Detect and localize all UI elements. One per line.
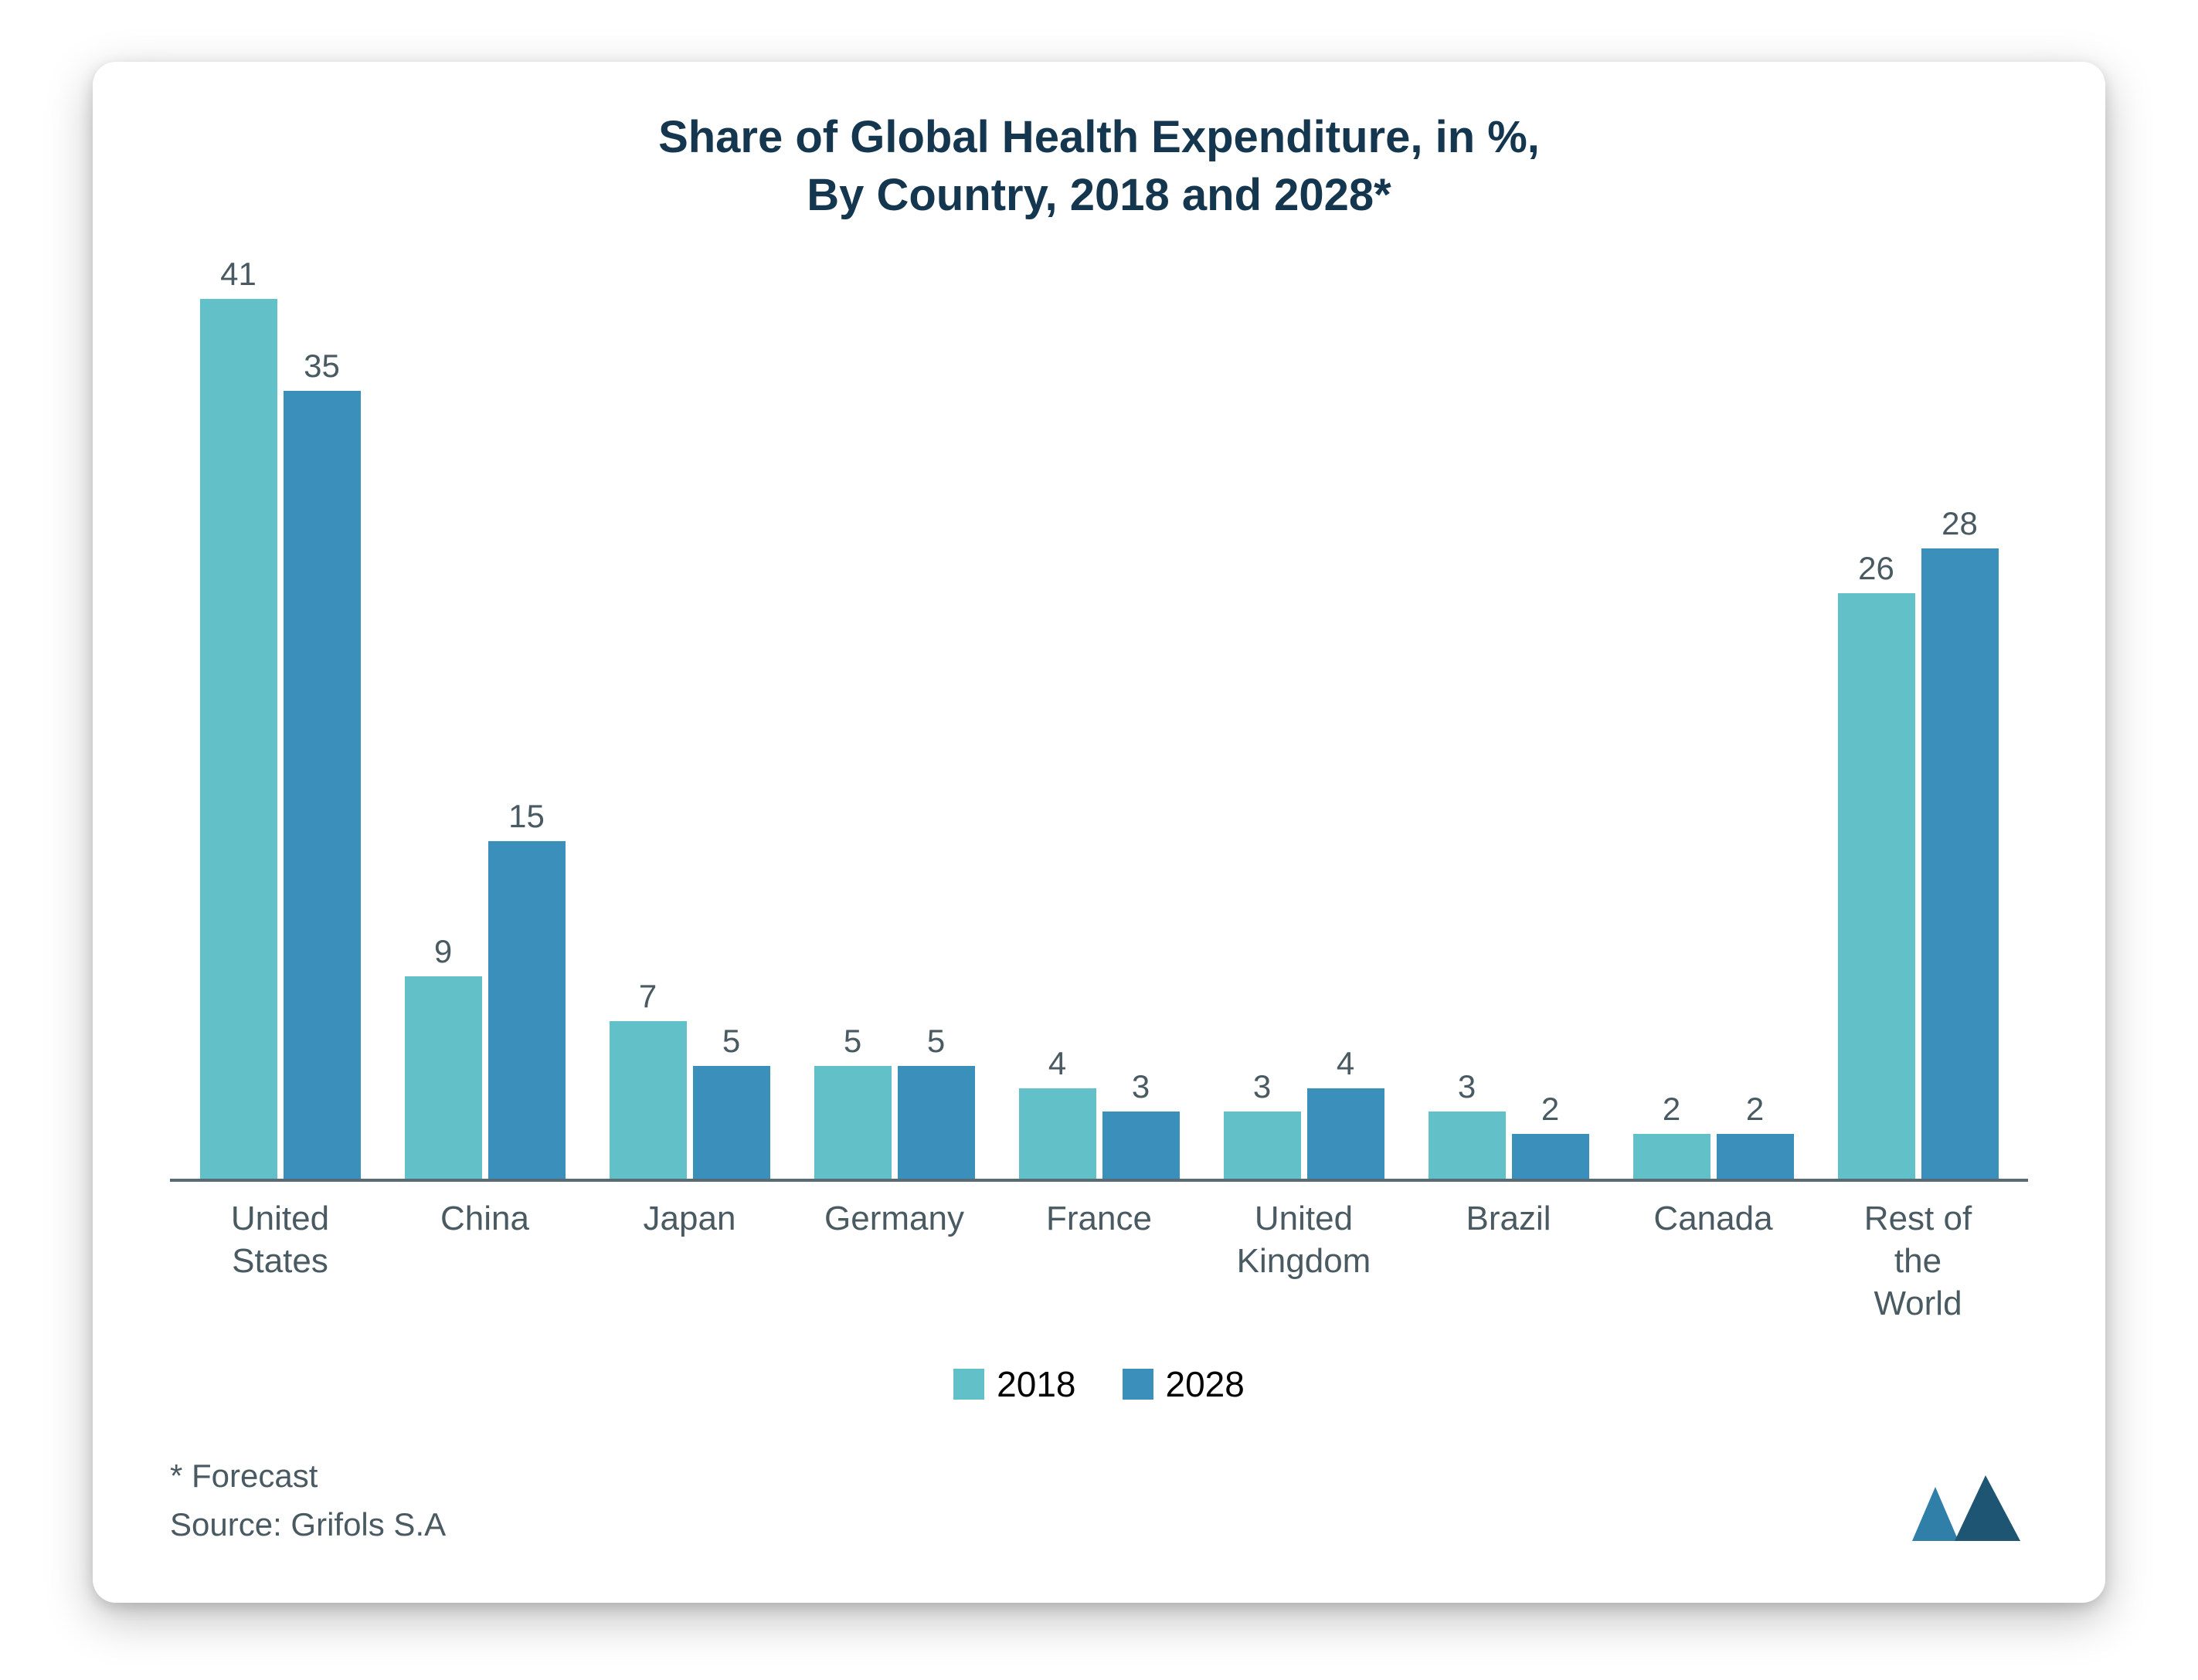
bar-value-label: 7 (639, 978, 657, 1015)
bar (814, 1066, 892, 1179)
bar-value-label: 26 (1858, 550, 1894, 587)
x-axis-label: Canada (1611, 1197, 1816, 1325)
bar (1224, 1112, 1301, 1179)
bar-group: 9 15 (382, 256, 587, 1179)
bar-value-label: 3 (1132, 1068, 1150, 1105)
legend-label-2018: 2018 (997, 1363, 1075, 1405)
bars-area: 41359157555433432222628 (170, 256, 2028, 1182)
bar-value-label: 3 (1253, 1068, 1271, 1105)
bar (1102, 1112, 1180, 1179)
bar-value-label: 4 (1048, 1045, 1066, 1082)
bar-group: 32 (1406, 256, 1611, 1179)
bar-wrap: 4 (1307, 256, 1384, 1179)
bar-group: 26 28 (1816, 256, 2020, 1179)
bar-wrap: 4 (1019, 256, 1096, 1179)
x-axis-label: Rest oftheWorld (1816, 1197, 2020, 1325)
bar-wrap: 2 (1512, 256, 1589, 1179)
legend: 2018 2028 (170, 1363, 2028, 1405)
legend-label-2028: 2028 (1166, 1363, 1245, 1405)
bar-value-label: 35 (304, 348, 340, 385)
bar-wrap: 7 (610, 256, 687, 1179)
chart-title-line1: Share of Global Health Expenditure, in %… (658, 112, 1540, 162)
bar (1019, 1088, 1096, 1179)
x-axis-labels: UnitedStatesChinaJapanGermanyFranceUnite… (170, 1182, 2028, 1325)
bar-wrap: 5 (814, 256, 892, 1179)
bar-group: 22 (1611, 256, 1816, 1179)
bar-value-label: 2 (1663, 1091, 1680, 1128)
bar-group: 41 35 (178, 256, 382, 1179)
bar-value-label: 3 (1458, 1068, 1476, 1105)
bar-wrap: 2 (1633, 256, 1710, 1179)
x-axis-label: Brazil (1406, 1197, 1611, 1325)
bar (1429, 1112, 1506, 1179)
bar-value-label: 9 (434, 933, 452, 970)
x-axis-label: Germany (792, 1197, 997, 1325)
x-axis-label: UnitedKingdom (1201, 1197, 1406, 1325)
bar-wrap: 3 (1102, 256, 1180, 1179)
bar-wrap: 41 (200, 256, 277, 1179)
bar-group: 55 (792, 256, 997, 1179)
bar (1307, 1088, 1384, 1179)
bar (284, 391, 361, 1179)
bar (405, 976, 482, 1179)
bar-wrap: 2 (1717, 256, 1794, 1179)
bar-group: 75 (587, 256, 792, 1179)
bar-value-label: 5 (927, 1023, 945, 1060)
bar-wrap: 5 (898, 256, 975, 1179)
bar-wrap: 3 (1429, 256, 1506, 1179)
bar-group: 34 (1201, 256, 1406, 1179)
bar-value-label: 5 (722, 1023, 740, 1060)
chart-card: Share of Global Health Expenditure, in %… (93, 62, 2105, 1603)
bar (1717, 1134, 1794, 1179)
legend-swatch-2018 (953, 1369, 984, 1400)
bar-value-label: 41 (220, 256, 256, 293)
x-axis-label: UnitedStates (178, 1197, 382, 1325)
bar (488, 841, 566, 1179)
footnotes: * Forecast Source: Grifols S.A (170, 1451, 2028, 1549)
bar (898, 1066, 975, 1179)
x-axis-label: Japan (587, 1197, 792, 1325)
bar (1512, 1134, 1589, 1179)
legend-item-2018: 2018 (953, 1363, 1075, 1405)
plot-area: 41359157555433432222628 UnitedStatesChin… (170, 256, 2028, 1325)
x-axis-label: China (382, 1197, 587, 1325)
bar-value-label: 4 (1337, 1045, 1354, 1082)
bar-group: 43 (997, 256, 1201, 1179)
bar-value-label: 2 (1746, 1091, 1764, 1128)
chart-title: Share of Global Health Expenditure, in %… (170, 108, 2028, 225)
bar-wrap: 3 (1224, 256, 1301, 1179)
footnote-source: Source: Grifols S.A (170, 1500, 2028, 1549)
bar (610, 1021, 687, 1179)
bar-wrap: 15 (488, 256, 566, 1179)
footnote-forecast: * Forecast (170, 1451, 2028, 1500)
bar-wrap: 26 (1838, 256, 1915, 1179)
bar-wrap: 5 (693, 256, 770, 1179)
bar (1838, 593, 1915, 1179)
bar-value-label: 15 (508, 798, 545, 835)
legend-item-2028: 2028 (1123, 1363, 1245, 1405)
bar (1921, 548, 1999, 1179)
bar-value-label: 5 (844, 1023, 861, 1060)
bar-value-label: 2 (1541, 1091, 1559, 1128)
bar-wrap: 28 (1921, 256, 1999, 1179)
bar (200, 299, 277, 1179)
x-axis-label: France (997, 1197, 1201, 1325)
bar (693, 1066, 770, 1179)
mordor-logo-icon (1904, 1464, 2028, 1556)
chart-title-line2: By Country, 2018 and 2028* (807, 170, 1391, 220)
bar (1633, 1134, 1710, 1179)
bar-value-label: 28 (1942, 505, 1978, 542)
bar-wrap: 35 (284, 256, 361, 1179)
legend-swatch-2028 (1123, 1369, 1153, 1400)
bar-wrap: 9 (405, 256, 482, 1179)
